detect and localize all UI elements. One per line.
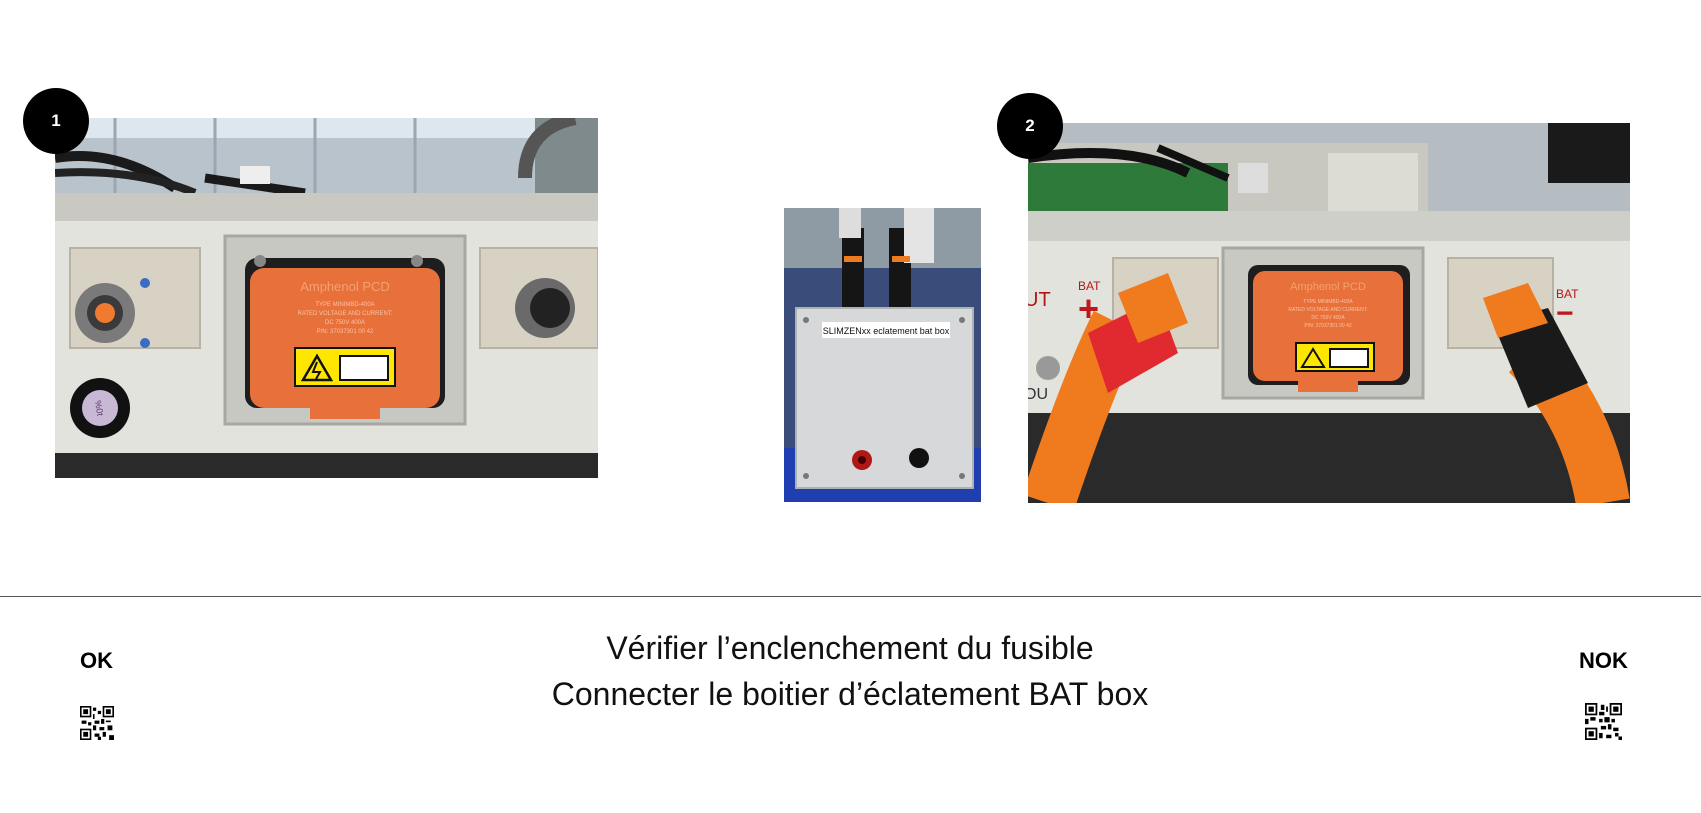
step-badge-2: 2 [997, 93, 1063, 159]
fuse-spec-line-2-2: RATED VOLTAGE AND CURRENT: [1288, 307, 1367, 313]
marking-ou: OU [1028, 386, 1048, 403]
photo-fuse-connector: Amphenol PCD TYPE MINIMBD-400A RATED VOL… [55, 118, 598, 478]
instruction-line-2: Connecter le boitier d’éclatement BAT bo… [551, 676, 1149, 712]
instruction-line-1: Vérifier l’enclenchement du fusible [606, 630, 1094, 666]
photo-cables-connected: Amphenol PCD TYPE MINIMBD-400A RATED VOL… [1028, 123, 1630, 503]
marking-minus: − [1556, 297, 1574, 330]
fuse-spec-line-4: P/N: 37037301 00 42 [317, 329, 374, 335]
nok-label: NOK [1579, 648, 1628, 673]
fuse-spec-line-3: DC 750V 400A [325, 320, 365, 326]
fuse-brand-label: Amphenol PCD [300, 279, 390, 294]
marking-bat-left: BAT [1078, 279, 1101, 293]
fuse-spec-line-1-2: TYPE MINIMBD-400A [1303, 299, 1353, 305]
fuse-spec-line-2: RATED VOLTAGE AND CURRENT: [297, 311, 392, 317]
ok-label: OK [80, 648, 113, 673]
fuse-spec-line-3-2: DC 750V 400A [1311, 315, 1345, 321]
fuse-brand-label-2: Amphenol PCD [1290, 281, 1366, 293]
qr-code-icon[interactable] [1585, 703, 1622, 740]
marking-bat-right: BAT [1556, 287, 1579, 301]
qr-code-icon[interactable] [80, 706, 114, 740]
fuse-spec-line-1: TYPE MINIMBD-400A [315, 302, 374, 308]
port-marking: %0t [93, 400, 106, 418]
photo-breakout-box: SLIMZENxx eclatement bat box [784, 208, 981, 502]
marking-out: UT [1028, 289, 1051, 311]
footer-divider [0, 596, 1701, 597]
step-badge-1: 1 [23, 88, 89, 154]
instructions: Vérifier l’enclenchement du fusible Conn… [400, 625, 1300, 717]
breakout-box-label: SLIMZENxx eclatement bat box [823, 326, 950, 336]
fuse-spec-line-4-2: P/N: 37037301 00 42 [1304, 323, 1351, 329]
